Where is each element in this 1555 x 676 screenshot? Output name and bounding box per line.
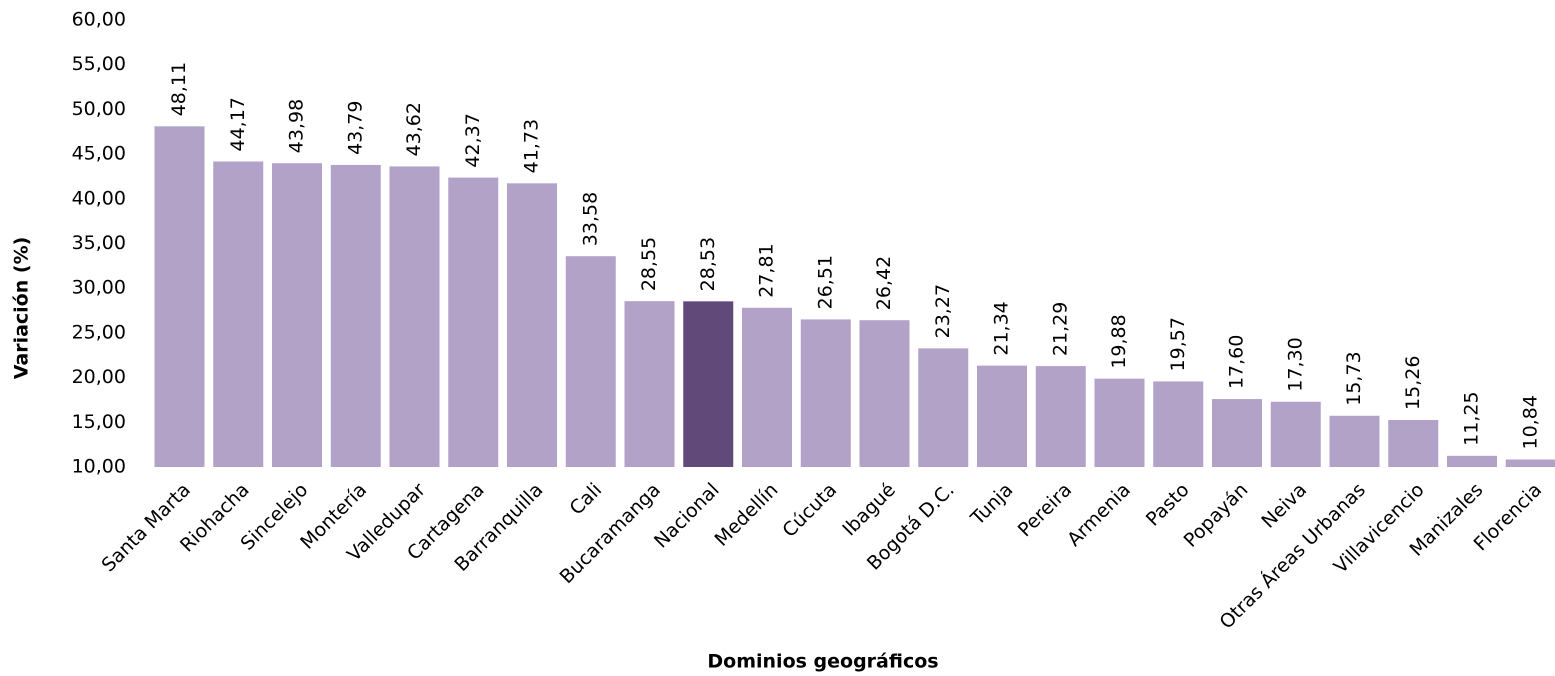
bar — [272, 163, 322, 467]
x-tick-label: Cúcuta — [778, 479, 841, 542]
value-label: 44,17 — [227, 97, 249, 151]
value-label: 48,11 — [168, 62, 190, 116]
value-label: 33,58 — [579, 192, 601, 246]
y-tick-label: 25,00 — [72, 321, 126, 343]
y-axis-title: Variación (%) — [11, 237, 33, 380]
y-tick-label: 50,00 — [72, 98, 126, 120]
bar — [742, 307, 792, 467]
x-tick-label: Pasto — [1142, 479, 1194, 531]
y-tick-label: 15,00 — [72, 411, 126, 433]
bar — [1388, 419, 1439, 467]
bar — [918, 348, 969, 467]
value-label: 15,73 — [1343, 351, 1365, 405]
bar — [800, 319, 851, 467]
value-label: 41,73 — [521, 119, 543, 173]
bar — [624, 301, 675, 467]
bar — [565, 256, 616, 467]
x-tick-label: Cali — [566, 479, 607, 520]
x-tick-label: Bucaramanga — [556, 479, 665, 588]
bar — [1447, 455, 1497, 467]
bar — [1094, 378, 1145, 467]
bar — [448, 177, 499, 468]
y-tick-label: 45,00 — [72, 143, 126, 165]
value-label: 21,29 — [1049, 302, 1071, 356]
bar — [859, 320, 910, 467]
x-axis-title: Dominios geográficos — [707, 651, 938, 673]
y-tick-label: 35,00 — [72, 232, 126, 254]
y-tick-label: 55,00 — [72, 53, 126, 75]
value-label: 19,88 — [1108, 314, 1130, 368]
bar — [977, 365, 1027, 467]
bar — [213, 161, 264, 467]
bar — [1329, 415, 1380, 467]
bar — [389, 166, 440, 467]
value-label: 10,84 — [1519, 395, 1541, 449]
y-tick-label: 30,00 — [72, 277, 126, 299]
bar — [1212, 399, 1262, 467]
x-tick-label: Medellín — [710, 479, 782, 551]
x-tick-label: Tunja — [966, 479, 1017, 530]
bar — [683, 301, 734, 467]
y-tick-label: 10,00 — [72, 456, 126, 478]
x-tick-label: Santa Marta — [97, 479, 194, 576]
value-label: 19,57 — [1167, 317, 1189, 371]
x-tick-label: Neiva — [1257, 479, 1311, 533]
value-label: 23,27 — [932, 284, 954, 338]
value-label: 28,53 — [697, 237, 719, 291]
x-tick-label: Nacional — [650, 479, 724, 553]
bar — [1270, 401, 1321, 467]
value-label: 26,42 — [873, 256, 895, 310]
bar — [330, 164, 381, 467]
x-tick-label: Popayán — [1180, 479, 1253, 552]
bar — [154, 126, 205, 467]
value-label: 15,26 — [1402, 356, 1424, 410]
bar — [1505, 459, 1555, 467]
value-label: 17,30 — [1284, 337, 1306, 391]
y-tick-label: 20,00 — [72, 366, 126, 388]
value-label: 42,37 — [462, 113, 484, 167]
x-tick-label: Armenia — [1063, 479, 1135, 551]
value-label: 43,98 — [286, 99, 308, 153]
bar — [1035, 366, 1086, 467]
value-label: 26,51 — [814, 255, 836, 309]
value-label: 43,62 — [403, 102, 425, 156]
value-label: 27,81 — [756, 243, 778, 297]
bar — [507, 183, 557, 467]
y-tick-label: 40,00 — [72, 187, 126, 209]
value-label: 11,25 — [1461, 391, 1483, 445]
y-tick-label: 60,00 — [72, 9, 126, 31]
bar — [1153, 381, 1204, 467]
value-label: 43,79 — [344, 101, 366, 155]
value-label: 28,55 — [638, 237, 660, 291]
value-label: 17,60 — [1226, 335, 1248, 389]
value-label: 21,34 — [991, 301, 1013, 355]
